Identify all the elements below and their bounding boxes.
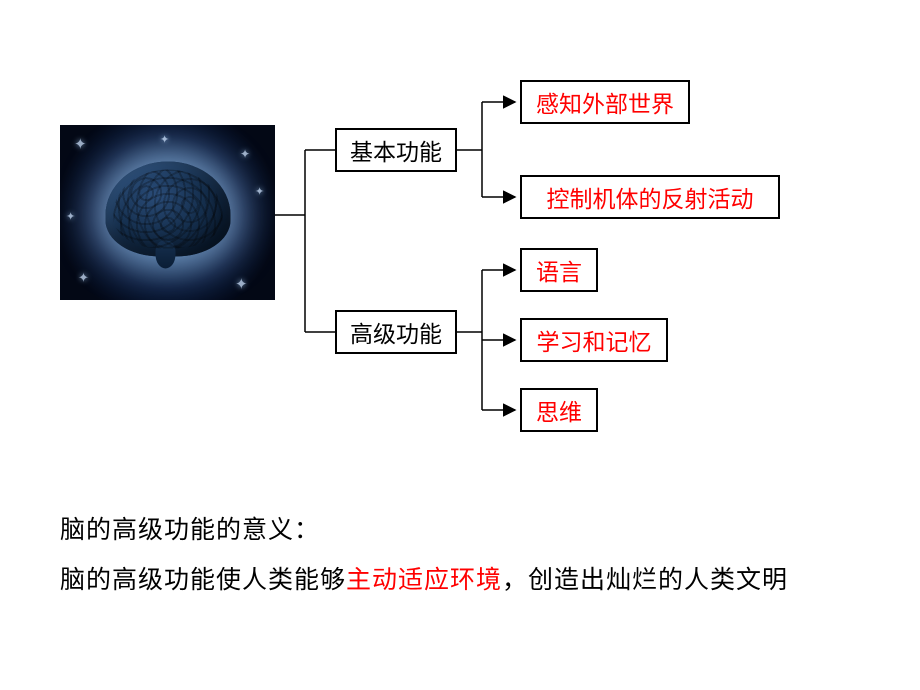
node-label: 学习和记忆 [537,323,652,357]
node-learn-memory: 学习和记忆 [520,318,668,362]
explanation-line-1: 脑的高级功能的意义： [60,505,870,555]
node-label: 思维 [536,393,582,427]
node-label: 基本功能 [350,133,442,167]
connector-basic-branches [457,80,520,220]
node-language: 语言 [520,248,598,292]
text-emphasis: 主动适应环境 [346,566,502,594]
text-normal: 脑的高级功能使人类能够 [60,566,346,594]
connector-brain-branches [275,125,335,345]
sparkle-icon: ✦ [235,275,248,293]
diagram-area: ✦ ✦ ✦ ✦ ✦ ✦ ✦ 基本功能 感知外部世界 控制机体的反射活动 [60,70,880,440]
node-label: 高级功能 [350,315,442,349]
explanation-line-2: 脑的高级功能使人类能够主动适应环境，创造出灿烂的人类文明 [60,555,870,605]
sparkle-icon: ✦ [240,147,250,161]
node-advanced-function: 高级功能 [335,310,457,354]
node-perceive-world: 感知外部世界 [520,80,690,124]
node-label: 控制机体的反射活动 [547,180,754,214]
sparkle-icon: ✦ [66,210,75,223]
node-thinking: 思维 [520,388,598,432]
node-label: 感知外部世界 [536,85,674,119]
sparkle-icon: ✦ [160,133,169,146]
sparkle-icon: ✦ [255,185,264,198]
node-basic-function: 基本功能 [335,128,457,172]
sparkle-icon: ✦ [78,270,89,286]
connector-advanced-branches [457,248,520,433]
node-label: 语言 [536,253,582,287]
text-normal: ，创造出灿烂的人类文明 [502,566,788,594]
brain-icon [105,162,230,257]
sparkle-icon: ✦ [74,135,87,153]
node-control-reflex: 控制机体的反射活动 [520,175,780,219]
explanation-text: 脑的高级功能的意义： 脑的高级功能使人类能够主动适应环境，创造出灿烂的人类文明 [60,505,870,605]
brain-image: ✦ ✦ ✦ ✦ ✦ ✦ ✦ [60,125,275,300]
